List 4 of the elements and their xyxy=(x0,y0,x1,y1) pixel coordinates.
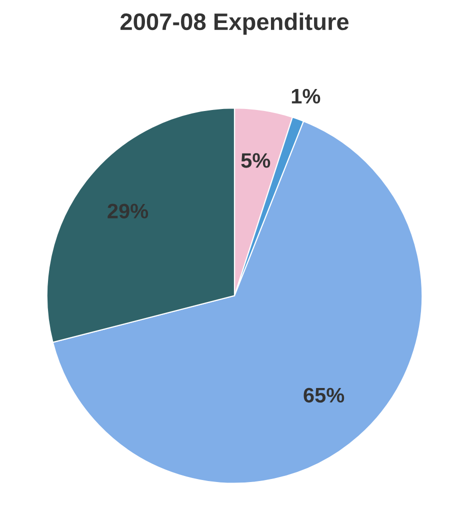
chart-title: 2007-08 Expenditure xyxy=(120,12,349,35)
data-label: 65% xyxy=(304,388,344,403)
data-label: 5% xyxy=(241,153,270,168)
data-label: 1% xyxy=(292,88,320,104)
